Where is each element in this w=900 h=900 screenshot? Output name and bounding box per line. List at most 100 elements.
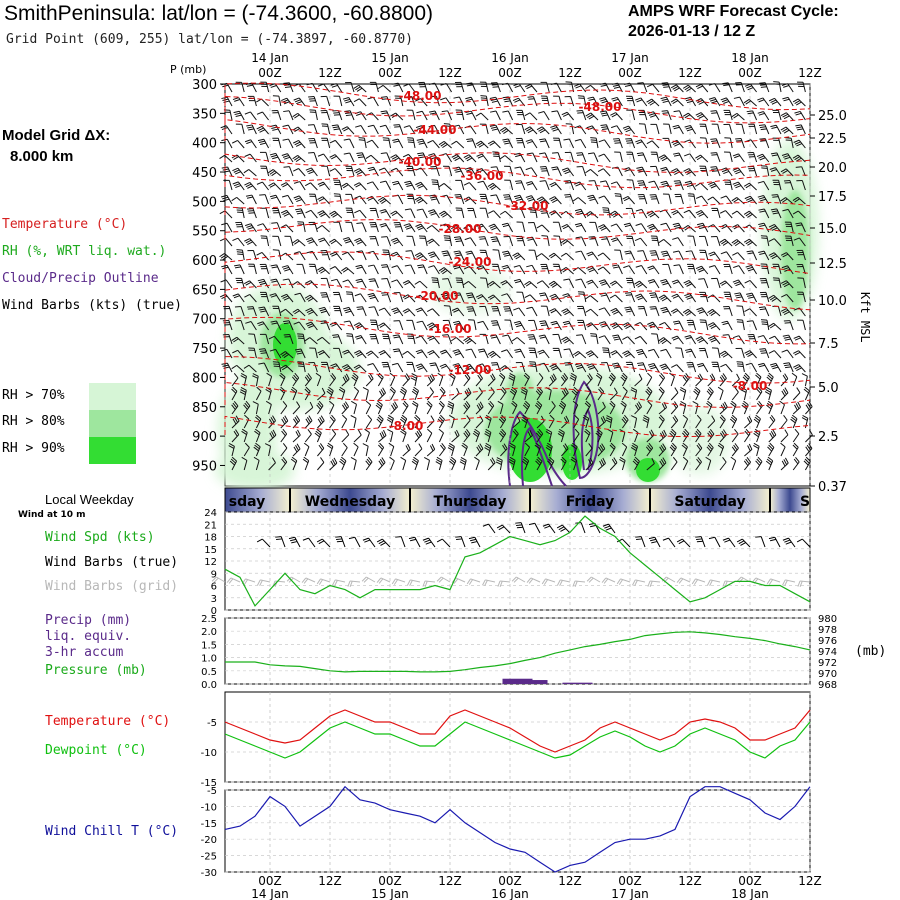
- wind-barb: [426, 402, 432, 408]
- wind-barb: [396, 279, 404, 289]
- grid-wind-barb: [438, 577, 444, 583]
- wind-barb: [792, 98, 799, 103]
- wind-barb: [294, 141, 301, 146]
- wind-barb: [464, 390, 469, 397]
- true-wind-barb: [740, 542, 746, 546]
- wind-barb: [250, 111, 257, 121]
- wind-barb: [258, 362, 265, 365]
- wind-barb: [402, 350, 408, 355]
- wind-barb: [370, 154, 379, 163]
- wind-barb: [660, 278, 667, 282]
- wind-barb: [792, 418, 798, 429]
- true-wind-barb: [424, 539, 431, 543]
- wind-barb: [306, 416, 311, 423]
- wind-barb: [563, 169, 570, 173]
- wind-barb: [512, 97, 519, 102]
- wind-barb: [240, 387, 247, 391]
- wind-barb: [264, 194, 270, 205]
- wind-barb: [484, 433, 490, 438]
- wind-barb: [400, 428, 407, 433]
- wind-barb: [732, 252, 738, 256]
- wind-barb: [780, 392, 789, 401]
- wind-barb: [463, 405, 471, 415]
- wind-barb: [599, 225, 606, 230]
- wind-barb: [491, 128, 498, 131]
- wind-barb: [647, 362, 654, 366]
- wind-barb: [326, 166, 331, 177]
- wind-barb: [234, 112, 241, 116]
- wind-barb: [610, 223, 617, 227]
- wind-barb: [511, 402, 517, 408]
- wind-barb: [415, 414, 421, 420]
- wind-barb: [445, 97, 453, 107]
- wind-barb: [655, 306, 660, 317]
- wind-barb: [468, 182, 477, 191]
- wind-barb: [402, 402, 408, 408]
- wind-barb: [524, 460, 530, 471]
- wind-barb: [360, 264, 367, 275]
- wind-barb: [585, 308, 591, 313]
- wind-barb: [617, 362, 623, 373]
- wind-barb: [629, 250, 636, 261]
- true-wind-barb: [654, 537, 661, 548]
- wind-barb: [782, 388, 787, 395]
- wind-barb: [561, 111, 568, 116]
- wind-barb: [466, 429, 471, 435]
- wind-barb: [723, 170, 730, 175]
- wind-barb: [704, 124, 709, 135]
- wind-barb: [558, 138, 562, 149]
- wind-barb: [591, 363, 599, 373]
- wind-barb: [265, 152, 270, 163]
- wind-barb: [329, 238, 335, 243]
- wind-barb: [234, 171, 241, 175]
- wind-barb: [743, 374, 749, 380]
- top-date-label: 16 Jan: [491, 51, 529, 65]
- wind-barb: [222, 196, 229, 200]
- wind-barb: [328, 400, 335, 406]
- wind-barb: [731, 404, 737, 415]
- wind-barb: [687, 84, 696, 93]
- wind-barb: [795, 112, 802, 116]
- wind-barb: [587, 351, 593, 356]
- wind-barb: [741, 124, 745, 135]
- true-wind-barb: [471, 541, 478, 544]
- wind-barb: [514, 85, 521, 88]
- wind-barb: [440, 83, 447, 86]
- wind-barb: [619, 250, 623, 261]
- wind-barb: [443, 267, 452, 275]
- wind-barb: [787, 209, 794, 219]
- wind-barb: [795, 157, 802, 162]
- wind-barb: [679, 389, 686, 393]
- wind-barb: [521, 389, 527, 393]
- wind-barb: [653, 111, 660, 121]
- temperature-contours: [224, 82, 811, 438]
- wind-barb: [794, 198, 800, 203]
- wind-barb: [738, 265, 745, 275]
- wind-barb: [599, 281, 606, 284]
- wind-barb: [661, 98, 668, 102]
- wind-barb: [247, 185, 253, 189]
- wind-barb: [634, 404, 639, 411]
- wind-barb: [349, 152, 355, 163]
- wind-barb: [773, 238, 782, 247]
- wind-barb: [487, 391, 495, 401]
- wind-chill-tick-label: -20: [201, 835, 217, 846]
- wind-barb: [281, 352, 288, 357]
- wind-barb: [442, 213, 448, 218]
- wind-barb: [247, 126, 254, 129]
- wind-barb: [271, 322, 278, 325]
- wind-barb: [305, 386, 311, 392]
- wind-barb: [607, 348, 611, 359]
- true-wind-barb: [728, 537, 736, 548]
- wind-barb: [604, 307, 611, 317]
- wind-barb: [783, 459, 788, 465]
- wind-barb: [554, 308, 562, 317]
- wind-barb: [350, 82, 355, 93]
- wind-barb: [649, 250, 656, 252]
- wind-barb: [474, 428, 480, 434]
- wind-barb: [390, 210, 396, 215]
- wind-barb: [768, 97, 775, 102]
- wind-barb: [292, 377, 300, 387]
- grid-wind-barb: [334, 580, 338, 586]
- wind-barb: [808, 401, 813, 407]
